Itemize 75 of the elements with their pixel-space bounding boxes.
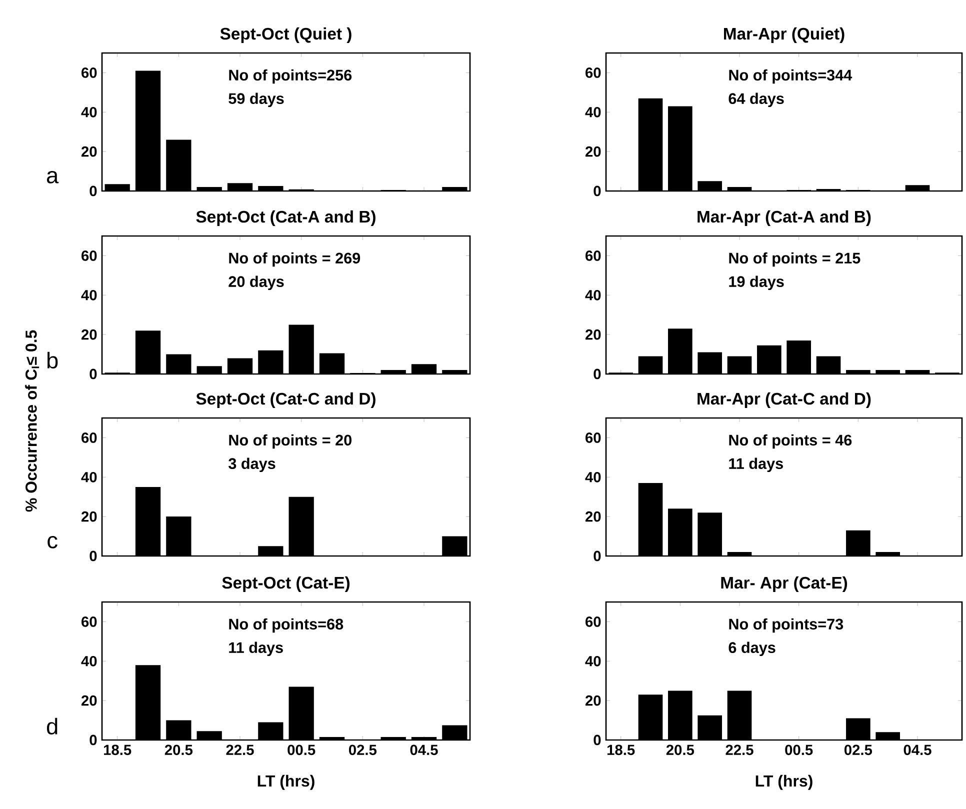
annotation: No of points = 20 [229,434,352,449]
chart-title: Sept-Oct (Cat-C and D) [196,392,376,408]
y-tick-label: 40 [585,290,601,300]
x-tick-label: 20.5 [164,744,193,756]
y-tick-label: 0 [594,368,601,380]
x-tick-label: 04.5 [410,744,438,756]
annotation: No of points=68 [229,618,344,633]
y-tick-label: 60 [82,68,97,78]
annotation: 20 days [228,276,284,290]
x-tick-label: 00.5 [785,744,813,756]
y-tick-label: 20 [585,695,601,706]
annotation: 11 days [229,642,283,656]
y-tick-label: 0 [90,734,97,746]
y-tick-label: 0 [90,186,97,196]
annotation: No of points=344 [729,69,852,84]
y-tick-label: 40 [585,472,601,482]
y-tick-label: 40 [81,472,97,482]
text: b [47,352,58,369]
annotation: 11 days [729,458,783,472]
annotation: 3 days [228,458,276,472]
annotation: No of points = 46 [729,434,852,449]
y-tick-label: 0 [90,550,97,562]
chart-title: Sept-Oct (Cat-A and B) [196,210,376,226]
y-tick-label: 40 [81,106,97,118]
x-tick-label: 02.5 [348,744,377,756]
y-tick-label: 20 [81,511,97,522]
text: a [46,170,59,184]
x-tick-label: 02.5 [844,744,872,756]
x-tick-label: 04.5 [904,744,932,756]
annotation: No of points=256 [229,69,352,84]
y-tick-label: 0 [594,734,601,746]
x-tick-label: 18.5 [607,744,635,756]
y-tick-label: 20 [585,146,601,157]
x-tick-label: 00.5 [288,744,316,756]
y-tick-label: 60 [82,250,97,261]
y-tick-label: 60 [82,432,97,443]
annotation: 59 days [228,92,284,108]
y-tick-label: 0 [90,368,97,380]
annotation: No of points=73 [729,618,844,633]
x-axis-title: LT (hrs) [756,774,812,790]
y-tick-label: 40 [585,656,601,666]
annotation: No of points = 269 [229,252,360,267]
text: c [48,536,58,548]
y-tick-label: 20 [81,695,97,706]
annotation: No of points = 215 [729,252,860,267]
y-tick-label: 40 [585,106,601,118]
y-tick-label: 40 [81,290,97,300]
y-tick-label: 60 [586,68,601,78]
y-tick-label: 40 [81,656,97,666]
y-tick-label: 60 [82,616,97,627]
chart-title: Sept-Oct (Cat-E) [222,576,350,592]
chart-title: Mar- Apr (Cat-E) [721,576,848,592]
y-tick-label: 0 [594,186,601,196]
x-tick-label: 22.5 [726,744,754,756]
y-tick-label: 20 [81,146,97,157]
y-tick-label: 60 [586,432,601,443]
annotation: 19 days [729,276,784,290]
chart-title: Mar-Apr (Quiet) [724,27,844,43]
chart-title: Mar-Apr (Cat-C and D) [698,392,871,408]
text: d [46,718,58,735]
y-tick-label: 60 [586,616,601,627]
y-tick-label: 20 [81,329,97,340]
chart-title: Mar-Apr (Cat-A and B) [698,210,871,226]
x-axis-title: LT (hrs) [258,774,314,790]
y-tick-label: 60 [586,250,601,261]
y-tick-label: 0 [594,550,601,562]
x-tick-label: 20.5 [666,744,694,756]
annotation: 64 days [728,92,784,108]
x-tick-label: 22.5 [226,744,254,756]
y-axis-title: % Occurrence of C$_{I}$≤ 0.5 [25,330,40,512]
chart-title: Sept-Oct (Quiet ) [220,27,352,43]
y-tick-label: 20 [585,329,601,340]
y-tick-label: 20 [585,511,601,522]
x-tick-label: 18.5 [104,744,132,756]
annotation: 6 days [728,642,776,656]
